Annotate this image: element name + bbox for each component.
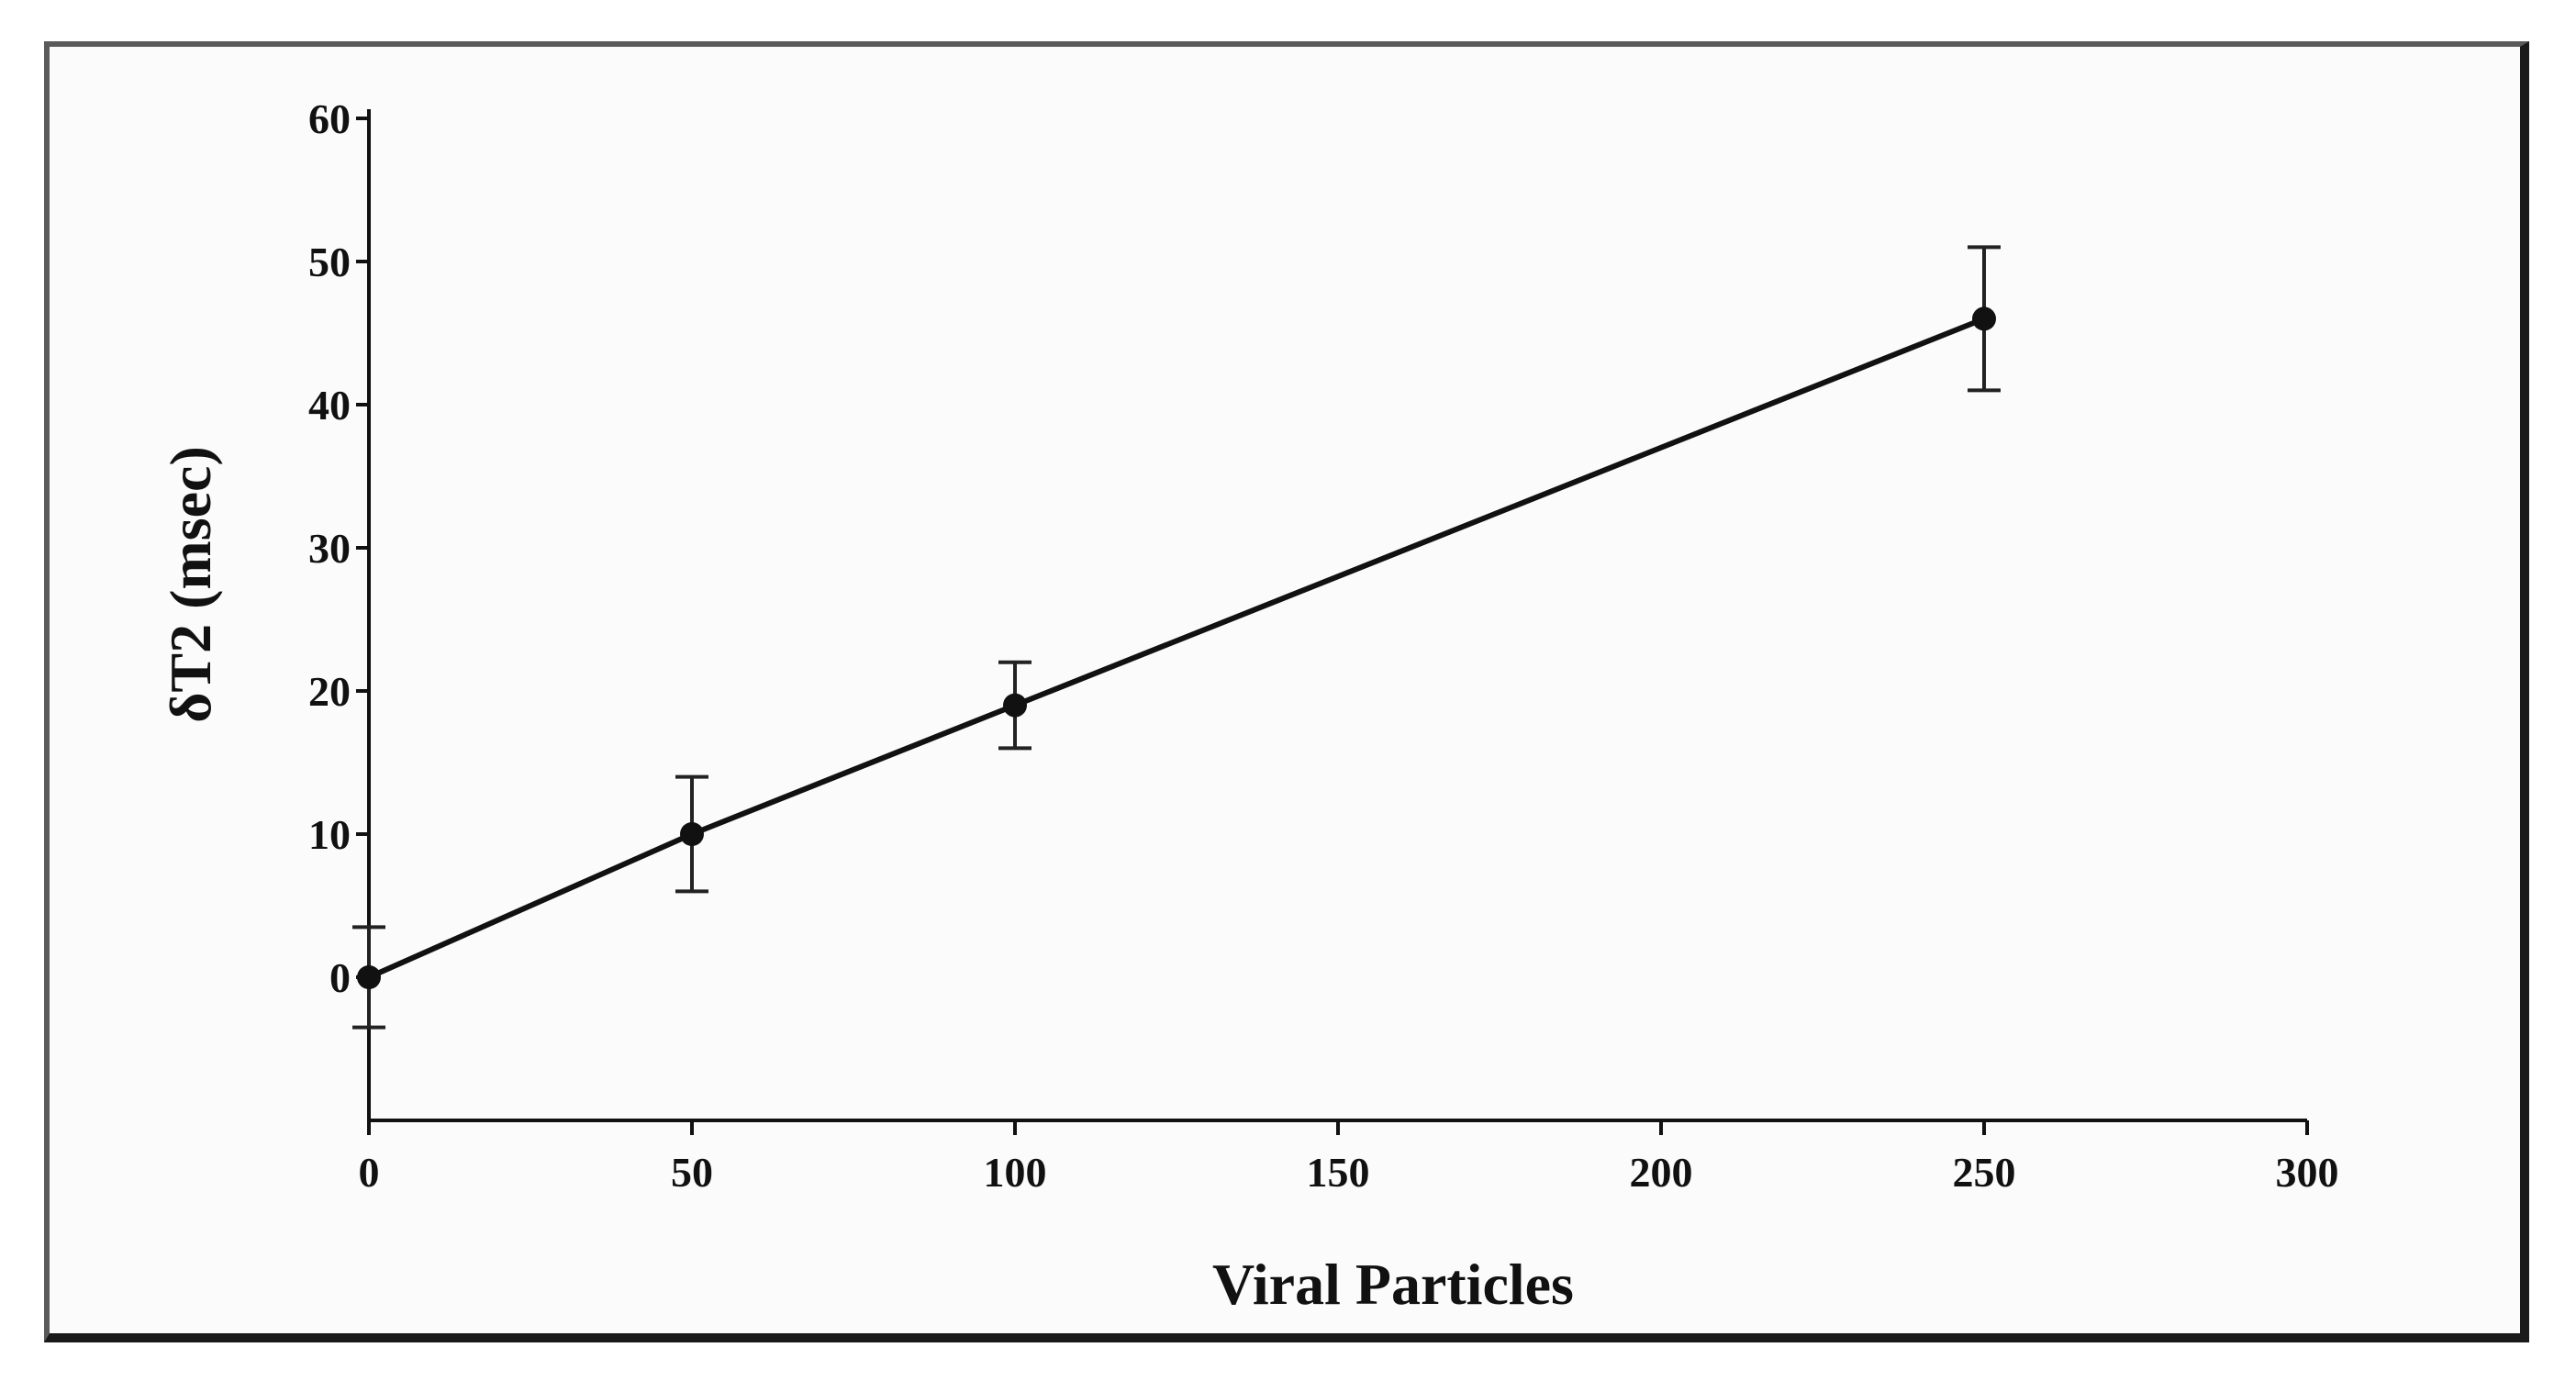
y-tick-label: 0 [329, 954, 351, 1001]
x-tick-label: 250 [1953, 1149, 2016, 1196]
chart-frame: 0 50 100 150 200 250 300 0 10 20 30 40 50 60 Viral P… [44, 41, 2529, 1342]
y-axis-title: δT2 (msec) [158, 446, 223, 723]
data-point [680, 822, 704, 846]
plot-series [352, 245, 2001, 1030]
y-tick-label: 50 [308, 239, 351, 285]
data-point [357, 965, 381, 989]
x-tick-label: 150 [1307, 1149, 1370, 1196]
y-tick-label: 30 [308, 525, 351, 572]
y-tick-label: 10 [308, 811, 351, 858]
x-axis-title: Viral Particles [1212, 1252, 1574, 1317]
x-tick-label: 200 [1630, 1149, 1693, 1196]
chart-svg: 0 50 100 150 200 250 300 0 10 20 30 40 50 60 Viral P… [158, 95, 2339, 1317]
y-tick-label: 40 [308, 382, 351, 429]
x-tick-label: 100 [984, 1149, 1047, 1196]
x-tick-label: 300 [2276, 1149, 2339, 1196]
x-ticks: 0 50 100 150 200 250 300 [359, 1120, 2339, 1196]
axes [367, 109, 2307, 1122]
y-tick-label: 20 [308, 668, 351, 715]
data-point [1972, 306, 1996, 331]
series-line [367, 316, 1986, 980]
y-tick-label: 60 [308, 95, 351, 142]
y-ticks: 0 10 20 30 40 50 60 [308, 95, 369, 1001]
data-point [1003, 693, 1027, 718]
x-tick-label: 0 [359, 1149, 380, 1196]
x-tick-label: 50 [671, 1149, 713, 1196]
